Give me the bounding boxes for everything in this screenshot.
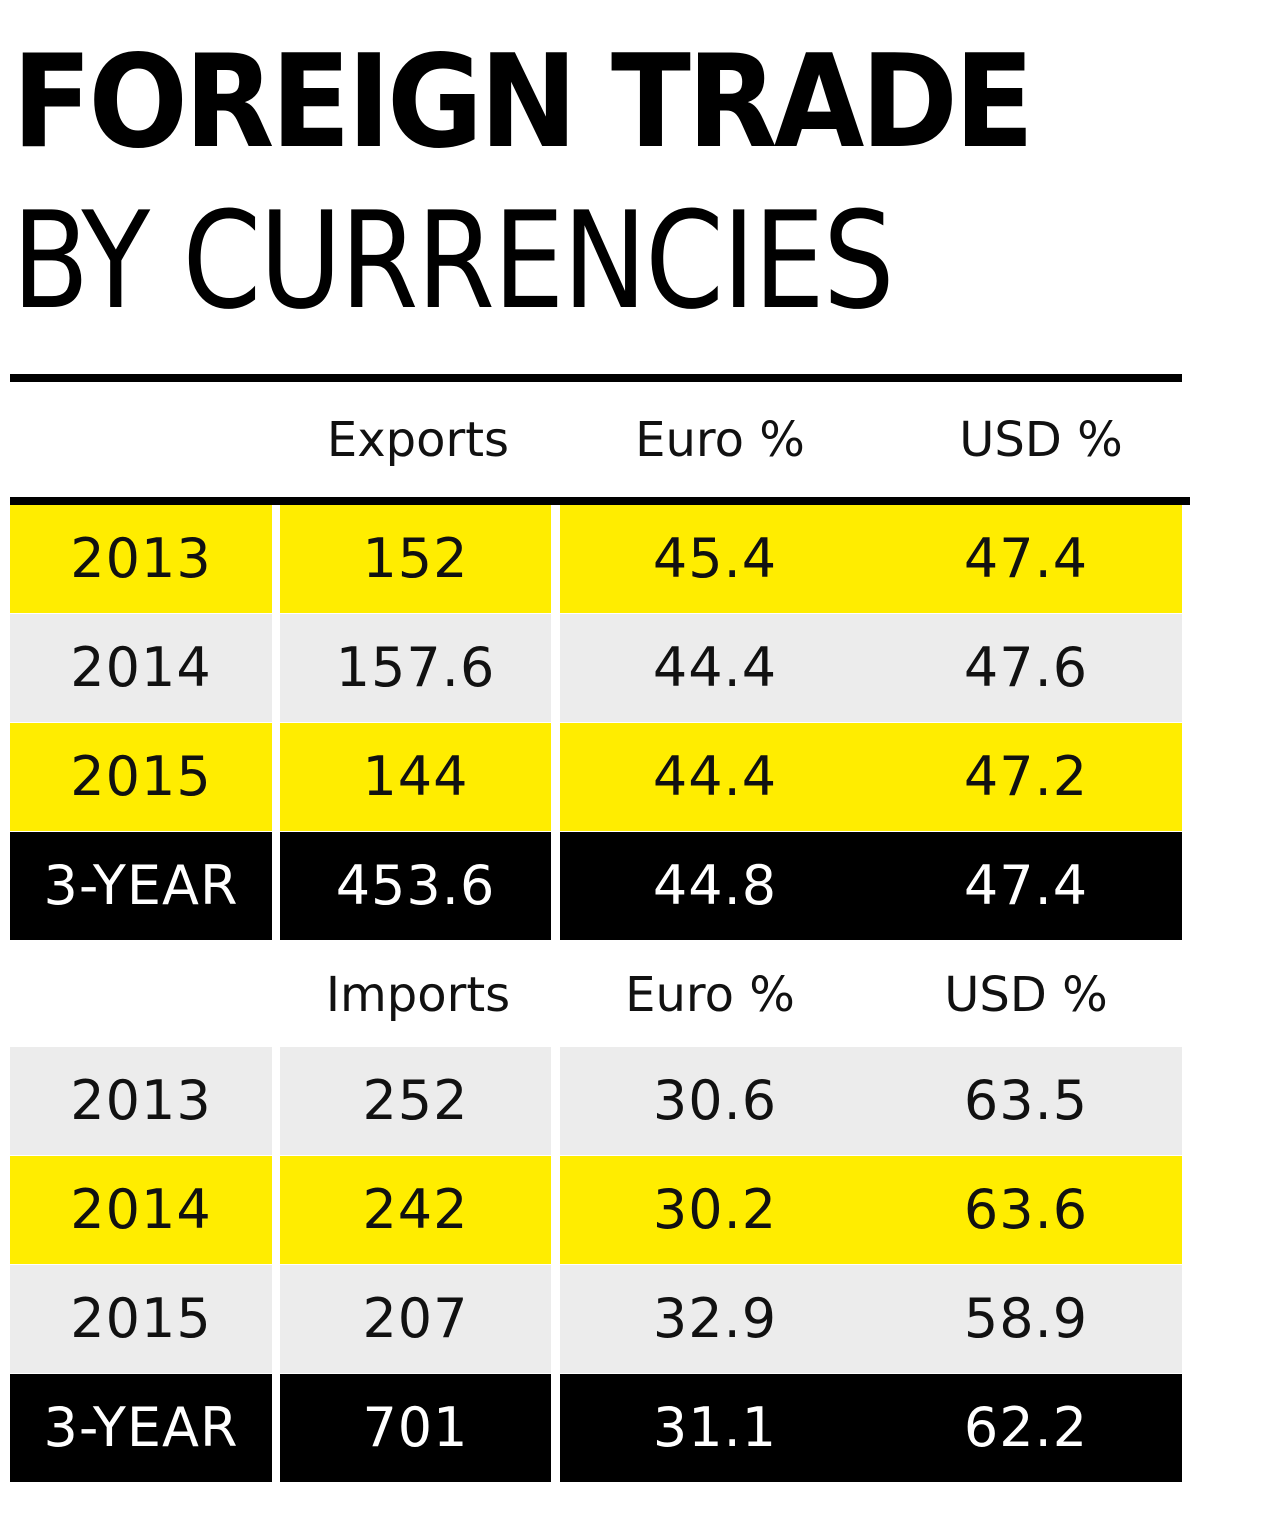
imports-column-header: Imports bbox=[325, 967, 511, 1023]
exports-year-cell: 2015 bbox=[10, 723, 272, 831]
imports-value-cell: 207 bbox=[280, 1265, 551, 1373]
exports-usd-cell: 47.4 bbox=[870, 505, 1182, 613]
exports-year-cell: 2014 bbox=[10, 614, 272, 722]
exports-euro-column-header: Euro % bbox=[635, 412, 805, 468]
imports-value-cell: 252 bbox=[280, 1047, 551, 1155]
imports-usd-cell: 63.6 bbox=[870, 1156, 1182, 1264]
imports-euro-cell: 30.6 bbox=[560, 1047, 870, 1155]
exports-value-cell: 152 bbox=[280, 505, 551, 613]
imports-year-cell: 3-YEAR bbox=[10, 1374, 272, 1482]
exports-usd-column-header: USD % bbox=[959, 412, 1123, 468]
exports-year-cell: 3-YEAR bbox=[10, 832, 272, 940]
imports-value-cell: 701 bbox=[280, 1374, 551, 1482]
imports-euro-cell: 30.2 bbox=[560, 1156, 870, 1264]
imports-year-cell: 2014 bbox=[10, 1156, 272, 1264]
chart-subtitle: BY CURRENCIES bbox=[12, 183, 895, 339]
exports-value-cell: 453.6 bbox=[280, 832, 551, 940]
exports-usd-cell: 47.6 bbox=[870, 614, 1182, 722]
imports-euro-column-header: Euro % bbox=[625, 967, 795, 1023]
header-rule bbox=[10, 497, 1190, 505]
exports-euro-cell: 44.4 bbox=[560, 723, 870, 831]
exports-euro-cell: 44.4 bbox=[560, 614, 870, 722]
exports-usd-cell: 47.4 bbox=[870, 832, 1182, 940]
imports-usd-cell: 58.9 bbox=[870, 1265, 1182, 1373]
imports-year-cell: 2015 bbox=[10, 1265, 272, 1373]
imports-euro-cell: 31.1 bbox=[560, 1374, 870, 1482]
imports-year-cell: 2013 bbox=[10, 1047, 272, 1155]
exports-value-cell: 157.6 bbox=[280, 614, 551, 722]
imports-value-cell: 242 bbox=[280, 1156, 551, 1264]
exports-value-cell: 144 bbox=[280, 723, 551, 831]
imports-usd-column-header: USD % bbox=[944, 967, 1108, 1023]
exports-euro-cell: 44.8 bbox=[560, 832, 870, 940]
imports-euro-cell: 32.9 bbox=[560, 1265, 870, 1373]
exports-euro-cell: 45.4 bbox=[560, 505, 870, 613]
imports-usd-cell: 62.2 bbox=[870, 1374, 1182, 1482]
chart-title: FOREIGN TRADE bbox=[12, 28, 1034, 177]
exports-column-header: Exports bbox=[326, 412, 510, 468]
imports-usd-cell: 63.5 bbox=[870, 1047, 1182, 1155]
exports-year-cell: 2013 bbox=[10, 505, 272, 613]
top-rule bbox=[10, 374, 1182, 382]
exports-usd-cell: 47.2 bbox=[870, 723, 1182, 831]
